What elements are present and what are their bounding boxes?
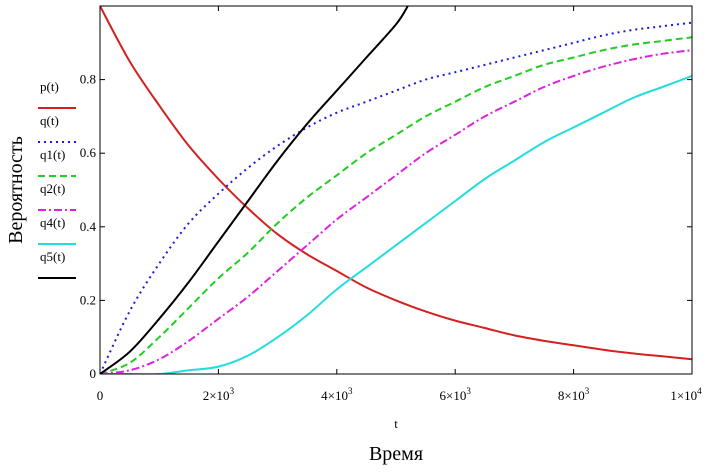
- legend-item-q2t: q2(t): [38, 181, 76, 211]
- series-line-pt: [100, 6, 692, 361]
- legend-item-pt: p(t): [38, 79, 76, 109]
- y-axis-ticks: 0 0.2 0.4 0.6 0.8: [80, 72, 692, 381]
- x-axis-variable-label: t: [394, 416, 398, 431]
- legend-label: q4(t): [40, 215, 65, 230]
- y-tick-label: 0: [90, 366, 97, 381]
- y-tick-label: 0.2: [80, 292, 96, 307]
- legend-item-qt: q(t): [38, 113, 76, 143]
- series-line-q5t: [100, 6, 409, 374]
- series-line-q1t: [100, 36, 692, 374]
- y-tick-label: 0.8: [80, 72, 96, 87]
- legend-label: p(t): [40, 79, 59, 94]
- legend-item-q5t: q5(t): [38, 249, 76, 279]
- y-tick-label: 0.4: [80, 219, 97, 234]
- x-tick-label: 1×104: [670, 386, 702, 403]
- legend-label: q2(t): [40, 181, 65, 196]
- y-axis-label: Вероятность: [5, 136, 27, 244]
- series-lines: [100, 6, 692, 374]
- x-tick-label: 4×103: [321, 386, 353, 403]
- y-tick-label: 0.6: [80, 145, 97, 160]
- legend-label: q(t): [40, 113, 59, 128]
- legend-label: q1(t): [40, 147, 65, 162]
- series-line-q4t: [100, 74, 692, 374]
- plot-frame: [99, 5, 693, 375]
- x-tick-label: 0: [97, 388, 104, 403]
- series-line-q2t: [100, 49, 692, 374]
- x-tick-label: 6×103: [440, 386, 472, 403]
- legend: p(t) q(t) q1(t) q2(t) q4(t) q5(t): [38, 79, 76, 279]
- legend-label: q5(t): [40, 249, 65, 264]
- x-tick-label: 2×103: [203, 386, 235, 403]
- x-axis-ticks: 0 2×103 4×103 6×103 8×103 1×104: [97, 6, 702, 403]
- x-axis-label: Время: [369, 443, 423, 465]
- legend-item-q4t: q4(t): [38, 215, 76, 245]
- legend-item-q1t: q1(t): [38, 147, 76, 177]
- series-line-qt: [100, 21, 692, 374]
- x-tick-label: 8×103: [558, 386, 590, 403]
